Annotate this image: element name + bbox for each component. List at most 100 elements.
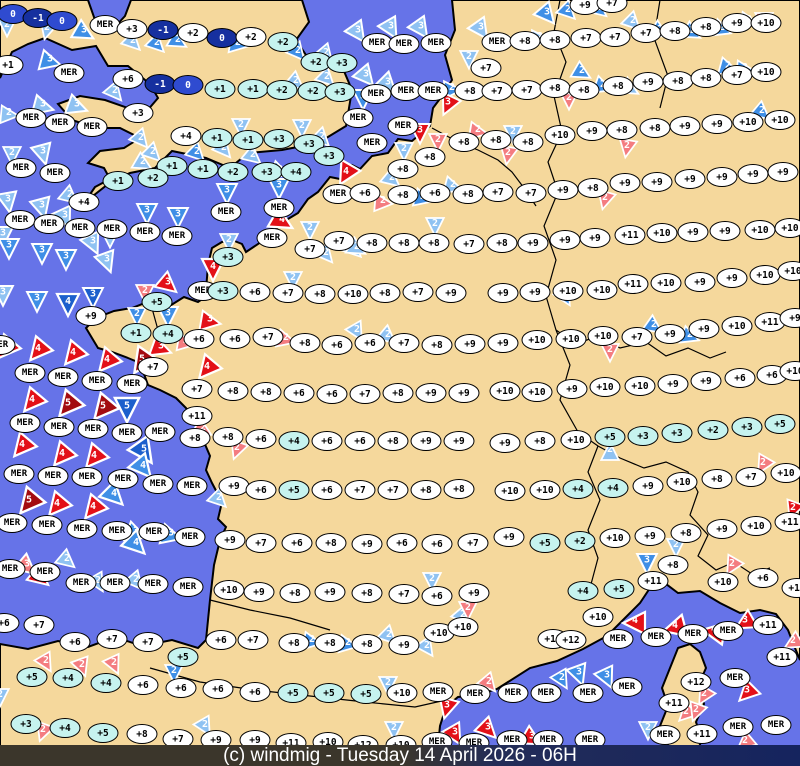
wind-force-value: 3 xyxy=(39,98,47,110)
wind-arrow: 3 xyxy=(37,48,64,76)
temperature-label: +9 xyxy=(701,114,733,134)
temperature-label: +9 xyxy=(657,374,689,394)
wind-force-value: 2 xyxy=(153,37,161,49)
temperature-label: +8 xyxy=(217,381,249,401)
wind-force-value: 4 xyxy=(58,447,66,459)
temperature-label: 0 xyxy=(172,75,204,95)
sea-label: MER xyxy=(43,417,75,437)
wind-arrow: 3 xyxy=(0,189,22,216)
temperature-label: +10 xyxy=(599,528,631,548)
sea-label: MER xyxy=(71,467,103,487)
wind-force-value: 3 xyxy=(38,244,46,256)
wind-force-value: 2 xyxy=(718,22,726,34)
wind-arrow: 2 xyxy=(0,143,24,167)
sea-label: MER xyxy=(210,202,242,222)
wind-force-value: 2 xyxy=(139,156,147,168)
temperature-label: +9 xyxy=(410,431,442,451)
temperature-label: +9 xyxy=(75,306,107,326)
sea-label: MER xyxy=(572,683,604,703)
temperature-label: +8 xyxy=(480,130,512,150)
wind-force-value: 4 xyxy=(18,438,26,450)
temperature-label: +9 xyxy=(517,233,549,253)
temperature-label: +8 xyxy=(657,555,689,575)
wind-force-value: 2 xyxy=(606,344,614,356)
temperature-label: +7 xyxy=(388,333,420,353)
wind-force-value: 3 xyxy=(167,527,175,539)
wind-force-value: 2 xyxy=(431,218,439,230)
sea-label: MER xyxy=(640,627,672,647)
wind-force-value: 3 xyxy=(143,204,151,216)
wind-arrow: 2 xyxy=(298,218,322,242)
wind-force-value: 2 xyxy=(132,574,140,586)
temperature-label: +5 xyxy=(16,667,48,687)
temperature-label: +10 xyxy=(529,480,561,500)
wind-arrow: 3 xyxy=(376,14,405,43)
sea-label: MER xyxy=(0,513,28,533)
temperature-label: +4 xyxy=(152,324,184,344)
sea-label: MER xyxy=(142,474,174,494)
temperature-label: +6 xyxy=(311,431,343,451)
temperature-label: +7 xyxy=(181,379,213,399)
wind-force-value: 5 xyxy=(140,443,148,455)
wind-force-value: 2 xyxy=(249,149,257,161)
temperature-label: +11 xyxy=(686,724,718,744)
temperature-label: +6 xyxy=(724,368,756,388)
temperature-label: +8 xyxy=(278,633,310,653)
wind-force-value: 2 xyxy=(644,722,652,734)
wind-arrow: 3 xyxy=(0,235,23,262)
sea-label: MER xyxy=(5,158,37,178)
sea-label: MER xyxy=(530,683,562,703)
wind-force-value: 2 xyxy=(390,722,398,734)
wind-force-value: 3 xyxy=(103,253,111,265)
temperature-label: +7 xyxy=(377,480,409,500)
temperature-label: +10 xyxy=(494,481,526,501)
sea-label: MER xyxy=(77,419,109,439)
wind-force-value: 2 xyxy=(322,47,330,59)
temperature-label: +9 xyxy=(435,283,467,303)
wind-force-value: 2 xyxy=(289,272,297,284)
wind-arrow: 3 xyxy=(29,141,57,168)
temperature-label: +3 xyxy=(324,82,356,102)
wind-force-value: 2 xyxy=(601,192,609,204)
temperature-label: +10 xyxy=(213,580,245,600)
wind-force-value: 2 xyxy=(8,147,16,159)
sea-label: MER xyxy=(0,559,26,579)
temperature-label: +6 xyxy=(349,183,381,203)
wind-arrow: 3 xyxy=(434,695,461,722)
wind-force-value: 2 xyxy=(686,329,694,341)
temperature-label: +10 xyxy=(646,223,678,243)
sea-label: MER xyxy=(722,717,754,737)
wind-force-value: 2 xyxy=(193,146,201,158)
temperature-label: +10 xyxy=(587,326,619,346)
wind-force-value: 2 xyxy=(485,676,493,688)
temperature-label: +7 xyxy=(137,357,169,377)
temperature-label: +8 xyxy=(351,634,383,654)
wind-force-value: 2 xyxy=(459,609,467,621)
wind-arrow: 4 xyxy=(53,289,83,319)
temperature-label: +6 xyxy=(419,183,451,203)
temperature-label: +8 xyxy=(382,383,414,403)
temperature-label: +7 xyxy=(453,234,485,254)
temperature-label: +10 xyxy=(779,361,800,381)
sea-label: MER xyxy=(33,214,65,234)
wind-arrow: 4 xyxy=(42,489,74,521)
wind-force-value: 2 xyxy=(174,34,182,46)
temperature-label: +11 xyxy=(774,512,800,532)
temperature-label: +9 xyxy=(669,116,701,136)
temperature-label: +6 xyxy=(239,282,271,302)
temperature-label: +3 xyxy=(212,247,244,267)
temperature-label: +12 xyxy=(680,672,712,692)
wind-arrow: 3 xyxy=(634,550,661,577)
wind-arrow: 2 xyxy=(229,115,253,139)
wind-arrow: 2 xyxy=(125,304,149,328)
wind-arrow: 4 xyxy=(119,528,151,560)
temperature-label: +8 xyxy=(568,80,600,100)
temperature-label: +10 xyxy=(544,125,576,145)
wind-arrow: 2 xyxy=(239,143,265,169)
temperature-label: +5 xyxy=(277,683,309,703)
temperature-label: +5 xyxy=(87,723,119,743)
wind-force-value: 2 xyxy=(133,308,141,320)
temperature-label: +5 xyxy=(313,683,345,703)
temperature-label: +10 xyxy=(750,62,782,82)
wind-force-value: 3 xyxy=(89,235,97,247)
